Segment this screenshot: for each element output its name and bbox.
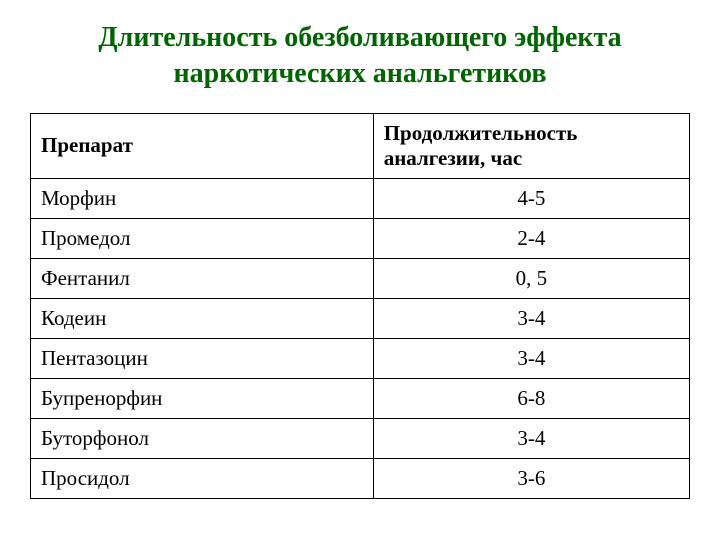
duration-cell: 6-8 xyxy=(373,378,689,418)
duration-cell: 3-4 xyxy=(373,418,689,458)
duration-cell: 4-5 xyxy=(373,178,689,218)
drug-cell: Кодеин xyxy=(31,298,374,338)
drug-duration-table: Препарат Продолжительность аналгезии, ча… xyxy=(30,113,690,499)
duration-cell: 3-6 xyxy=(373,458,689,498)
table-row: Морфин 4-5 xyxy=(31,178,690,218)
table-row: Фентанил 0, 5 xyxy=(31,258,690,298)
table-header-row: Препарат Продолжительность аналгезии, ча… xyxy=(31,113,690,178)
table-row: Кодеин 3-4 xyxy=(31,298,690,338)
drug-cell: Морфин xyxy=(31,178,374,218)
page-title: Длительность обезболивающего эффекта нар… xyxy=(30,20,690,93)
duration-cell: 3-4 xyxy=(373,338,689,378)
drug-cell: Пентазоцин xyxy=(31,338,374,378)
drug-cell: Бупренорфин xyxy=(31,378,374,418)
drug-cell: Просидол xyxy=(31,458,374,498)
drug-cell: Промедол xyxy=(31,218,374,258)
table-row: Просидол 3-6 xyxy=(31,458,690,498)
duration-cell: 2-4 xyxy=(373,218,689,258)
duration-cell: 0, 5 xyxy=(373,258,689,298)
duration-cell: 3-4 xyxy=(373,298,689,338)
column-header-duration: Продолжительность аналгезии, час xyxy=(373,113,689,178)
table-row: Пентазоцин 3-4 xyxy=(31,338,690,378)
drug-cell: Фентанил xyxy=(31,258,374,298)
table-row: Промедол 2-4 xyxy=(31,218,690,258)
column-header-drug: Препарат xyxy=(31,113,374,178)
drug-cell: Буторфонол xyxy=(31,418,374,458)
table-row: Бупренорфин 6-8 xyxy=(31,378,690,418)
table-row: Буторфонол 3-4 xyxy=(31,418,690,458)
